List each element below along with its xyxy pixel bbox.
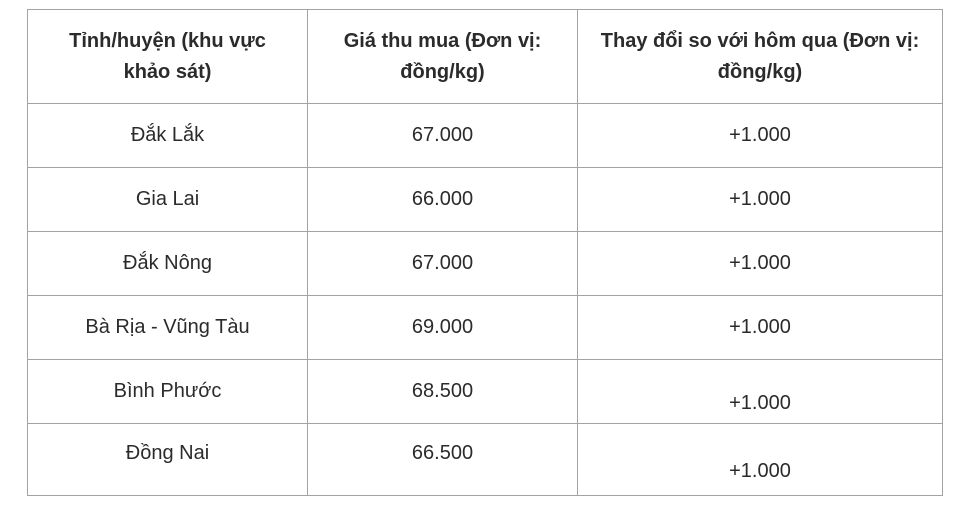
region-cell: Bình Phước <box>27 359 308 424</box>
price-cell: 69.000 <box>307 295 578 360</box>
column-header-region: Tỉnh/huyện (khu vực khảo sát) <box>27 9 308 104</box>
change-cell: +1.000 <box>577 295 943 360</box>
region-cell: Đồng Nai <box>27 423 308 496</box>
table-header-row: Tỉnh/huyện (khu vực khảo sát) Giá thu mu… <box>27 9 943 104</box>
column-header-price: Giá thu mua (Đơn vị: đồng/kg) <box>307 9 578 104</box>
price-cell: 66.500 <box>307 423 578 496</box>
price-table: Tỉnh/huyện (khu vực khảo sát) Giá thu mu… <box>27 9 943 496</box>
table-row: Đắk Lắk 67.000 +1.000 <box>27 103 943 168</box>
region-cell: Bà Rịa - Vũng Tàu <box>27 295 308 360</box>
table-row: Bà Rịa - Vũng Tàu 69.000 +1.000 <box>27 295 943 360</box>
change-cell: +1.000 <box>577 423 943 496</box>
change-value: +1.000 <box>729 460 791 482</box>
table-row: Bình Phước 68.500 +1.000 <box>27 359 943 424</box>
column-header-region-label: Tỉnh/huyện (khu vực khảo sát) <box>69 29 266 83</box>
region-cell: Đắk Lắk <box>27 103 308 168</box>
change-value: +1.000 <box>729 188 791 210</box>
region-cell: Đắk Nông <box>27 231 308 296</box>
change-cell: +1.000 <box>577 167 943 232</box>
change-cell: +1.000 <box>577 231 943 296</box>
column-header-change: Thay đổi so với hôm qua (Đơn vị: đồng/kg… <box>577 9 943 104</box>
price-cell: 68.500 <box>307 359 578 424</box>
price-value: 68.500 <box>411 380 474 402</box>
price-value: 66.000 <box>411 188 474 210</box>
table-row: Đồng Nai 66.500 +1.000 <box>27 423 943 496</box>
price-value: 67.000 <box>411 124 474 146</box>
column-header-change-label: Thay đổi so với hôm qua (Đơn vị: đồng/kg… <box>600 29 920 83</box>
change-cell: +1.000 <box>577 359 943 424</box>
change-cell: +1.000 <box>577 103 943 168</box>
region-value: Bình Phước <box>113 380 222 402</box>
price-cell: 67.000 <box>307 103 578 168</box>
price-cell: 67.000 <box>307 231 578 296</box>
column-header-price-label: Giá thu mua (Đơn vị: đồng/kg) <box>343 29 542 83</box>
region-value: Gia Lai <box>135 188 200 210</box>
table-row: Gia Lai 66.000 +1.000 <box>27 167 943 232</box>
region-value: Đồng Nai <box>125 442 210 464</box>
region-value: Đắk Nông <box>123 252 212 274</box>
table-row: Đắk Nông 67.000 +1.000 <box>27 231 943 296</box>
region-value: Bà Rịa - Vũng Tàu <box>85 316 250 338</box>
price-cell: 66.000 <box>307 167 578 232</box>
region-value: Đắk Lắk <box>130 124 205 146</box>
change-value: +1.000 <box>729 124 791 146</box>
change-value: +1.000 <box>729 316 791 338</box>
price-value: 66.500 <box>411 442 474 464</box>
change-value: +1.000 <box>729 392 791 414</box>
region-cell: Gia Lai <box>27 167 308 232</box>
price-value: 67.000 <box>411 252 474 274</box>
change-value: +1.000 <box>729 252 791 274</box>
price-value: 69.000 <box>411 316 474 338</box>
